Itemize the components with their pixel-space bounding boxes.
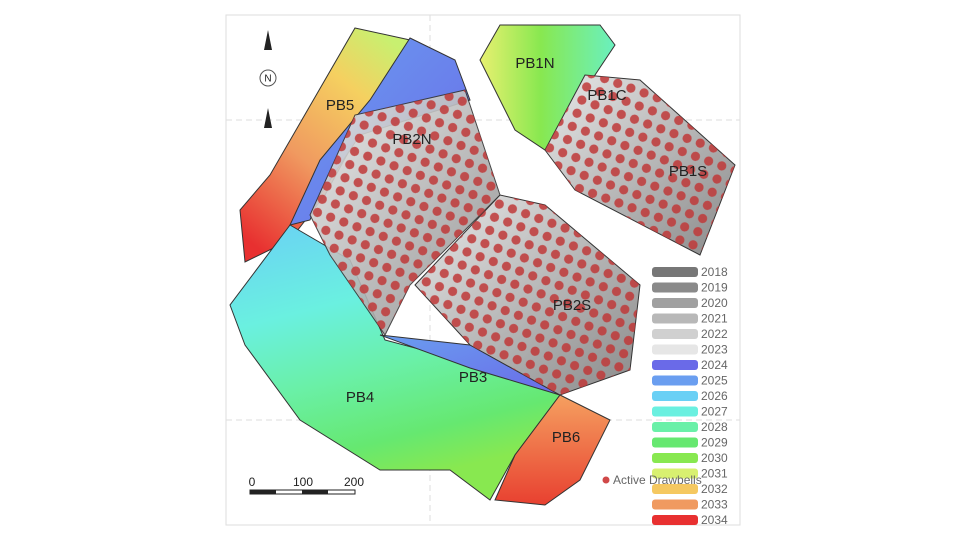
- legend-swatch: [652, 344, 698, 355]
- legend-label: 2018: [701, 265, 728, 279]
- panel-label: PB4: [346, 389, 374, 406]
- north-label: N: [264, 74, 271, 85]
- legend-label: 2021: [701, 312, 728, 326]
- panel-label: PB2N: [392, 131, 431, 148]
- legend-swatch: [652, 391, 698, 401]
- legend-label: 2027: [701, 405, 728, 419]
- panel-label: PB6: [552, 429, 580, 446]
- legend-swatch: [652, 282, 698, 293]
- legend-label: 2030: [701, 451, 728, 465]
- legend-label: 2034: [701, 513, 728, 527]
- scale-bar: [249, 489, 356, 495]
- legend-swatch: [652, 329, 698, 339]
- legend-label: 2029: [701, 436, 728, 450]
- legend-swatch: [652, 468, 698, 479]
- legend-label: 2026: [701, 389, 728, 403]
- legend-label: 2032: [701, 482, 728, 496]
- legend-label: 2033: [701, 498, 728, 512]
- legend-swatch: [652, 360, 698, 370]
- north-arrow: [259, 30, 277, 128]
- scale-label: 200: [344, 475, 364, 489]
- legend-swatch: [652, 515, 698, 525]
- legend-swatch: [652, 375, 698, 386]
- legend-swatch: [652, 267, 698, 277]
- panel-label: PB1N: [515, 55, 554, 72]
- legend-label: 2025: [701, 374, 728, 388]
- legend-swatch: [652, 422, 698, 432]
- panel-label: PB1S: [669, 163, 707, 180]
- legend-swatch: [652, 313, 698, 324]
- legend-swatch: [652, 499, 698, 510]
- legend-label: 2031: [701, 467, 728, 481]
- drawbell-label: Active Drawbells: [613, 473, 702, 487]
- legend-label: 2022: [701, 327, 728, 341]
- panel-label: PB5: [326, 97, 354, 114]
- legend-swatch: [652, 298, 698, 308]
- panel-label: PB3: [459, 369, 487, 386]
- panels: [229, 24, 736, 506]
- legend-swatch: [652, 437, 698, 448]
- panel-label: PB1C: [587, 87, 626, 104]
- drawbell-key: [602, 476, 610, 484]
- scale-label: 100: [293, 475, 313, 489]
- legend-label: 2020: [701, 296, 728, 310]
- panel-label: PB2S: [553, 297, 591, 314]
- legend-label: 2023: [701, 343, 728, 357]
- legend-label: 2028: [701, 420, 728, 434]
- legend-swatch: [652, 484, 698, 494]
- legend-swatch: [652, 406, 698, 417]
- legend-label: 2019: [701, 281, 728, 295]
- scale-label: 0: [249, 475, 256, 489]
- legend-swatch: [652, 453, 698, 463]
- legend-label: 2024: [701, 358, 728, 372]
